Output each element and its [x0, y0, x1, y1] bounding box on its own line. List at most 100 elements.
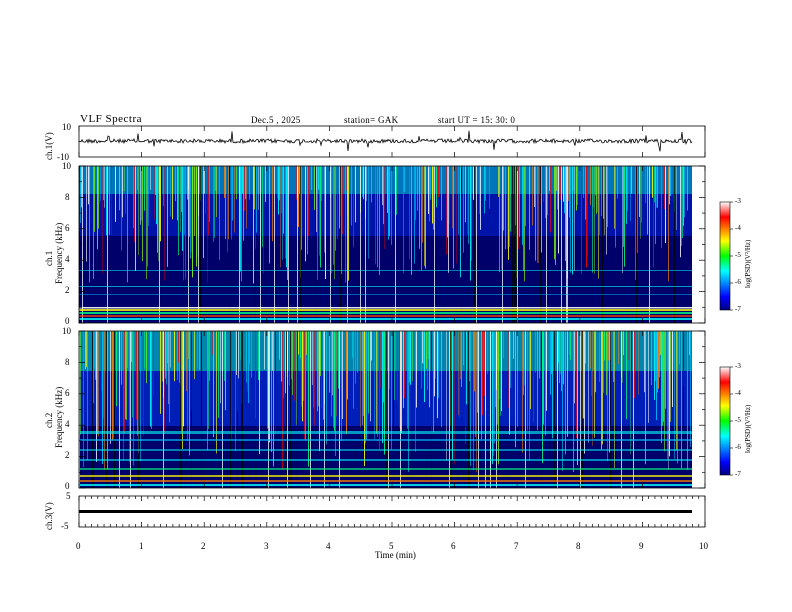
x-tick-label: 7 [514, 541, 519, 551]
impulse-line [582, 331, 583, 488]
impulse-line [188, 166, 189, 323]
emission-streak [194, 166, 195, 237]
emission-streak [583, 331, 584, 419]
emission-streak [634, 331, 635, 399]
emission-streak [177, 166, 178, 221]
emission-streak [95, 331, 96, 380]
emission-streak [323, 331, 324, 420]
emission-streak [197, 166, 198, 258]
emission-streak [546, 331, 547, 411]
emission-streak [166, 331, 167, 385]
emission-streak [278, 166, 279, 215]
emission-streak [133, 166, 134, 229]
emission-streak [384, 331, 385, 455]
emission-streak [535, 331, 536, 373]
emission-streak [137, 331, 138, 436]
emission-streak [617, 331, 618, 367]
emission-streak [449, 166, 450, 224]
emission-streak [669, 166, 670, 205]
emission-streak [148, 166, 149, 227]
emission-streak [587, 166, 588, 257]
emission-streak [360, 331, 361, 428]
impulse-line [580, 331, 581, 488]
emission-streak [569, 331, 570, 355]
emission-streak [489, 166, 490, 209]
emission-streak [89, 166, 90, 283]
emission-streak [557, 166, 558, 210]
emission-streak [485, 166, 486, 201]
emission-streak [614, 331, 615, 468]
emission-streak [618, 331, 619, 365]
cb2-tick: -3 [735, 362, 741, 370]
emission-streak [510, 331, 511, 388]
emission-streak [220, 331, 221, 404]
emission-streak [207, 166, 208, 283]
emission-streak [178, 166, 179, 256]
emission-streak [98, 331, 99, 437]
emission-streak [628, 331, 629, 360]
emission-streak [122, 166, 123, 218]
emission-streak [596, 166, 597, 214]
emission-streak [121, 331, 122, 385]
emission-streak [377, 166, 378, 268]
emission-streak [430, 166, 431, 200]
emission-streak [525, 166, 526, 227]
emission-streak [382, 166, 383, 206]
impulse-line [161, 166, 162, 323]
emission-streak [351, 166, 352, 226]
emission-streak [80, 331, 81, 435]
emission-streak [608, 331, 609, 361]
emission-streak [498, 331, 499, 465]
impulse-line [400, 331, 401, 488]
emission-streak [658, 331, 659, 389]
emission-streak [240, 166, 241, 272]
emission-streak [507, 166, 508, 250]
emission-streak [97, 166, 98, 250]
emission-streak [550, 166, 551, 233]
emission-streak [366, 166, 367, 201]
emission-streak [109, 166, 110, 235]
emission-streak [106, 166, 107, 236]
emission-streak [588, 331, 589, 443]
emission-streak [423, 331, 424, 365]
emission-streak [317, 331, 318, 412]
emission-streak [436, 166, 437, 208]
emission-streak [669, 331, 670, 457]
emission-streak [437, 331, 438, 419]
narrowband-line [79, 468, 692, 470]
emission-streak [333, 166, 334, 265]
emission-streak [674, 331, 675, 459]
emission-streak [601, 331, 602, 450]
emission-streak [126, 331, 127, 420]
emission-streak [191, 166, 192, 252]
emission-streak [329, 331, 330, 393]
emission-streak [560, 166, 561, 200]
impulse-line [610, 331, 611, 488]
emission-streak [283, 166, 284, 234]
emission-streak [503, 331, 504, 358]
emission-streak [375, 166, 376, 265]
emission-streak [645, 331, 646, 465]
emission-streak [676, 166, 677, 230]
emission-streak [467, 166, 468, 235]
emission-streak [532, 166, 533, 226]
emission-streak [475, 331, 476, 437]
narrowband-line [79, 459, 692, 461]
emission-streak [352, 331, 353, 358]
emission-streak [377, 331, 378, 437]
x-tick-label: 4 [326, 541, 331, 551]
emission-streak [308, 166, 309, 236]
emission-streak [657, 331, 658, 393]
emission-streak [308, 331, 309, 467]
emission-streak [208, 331, 209, 429]
emission-streak [319, 331, 320, 452]
emission-streak [213, 166, 214, 242]
impulse-line [554, 331, 555, 488]
emission-streak [236, 166, 237, 200]
emission-streak [85, 331, 86, 369]
emission-streak [558, 166, 559, 254]
emission-streak [129, 331, 130, 463]
emission-streak [164, 166, 165, 281]
emission-streak [150, 331, 151, 427]
emission-streak [399, 331, 400, 428]
